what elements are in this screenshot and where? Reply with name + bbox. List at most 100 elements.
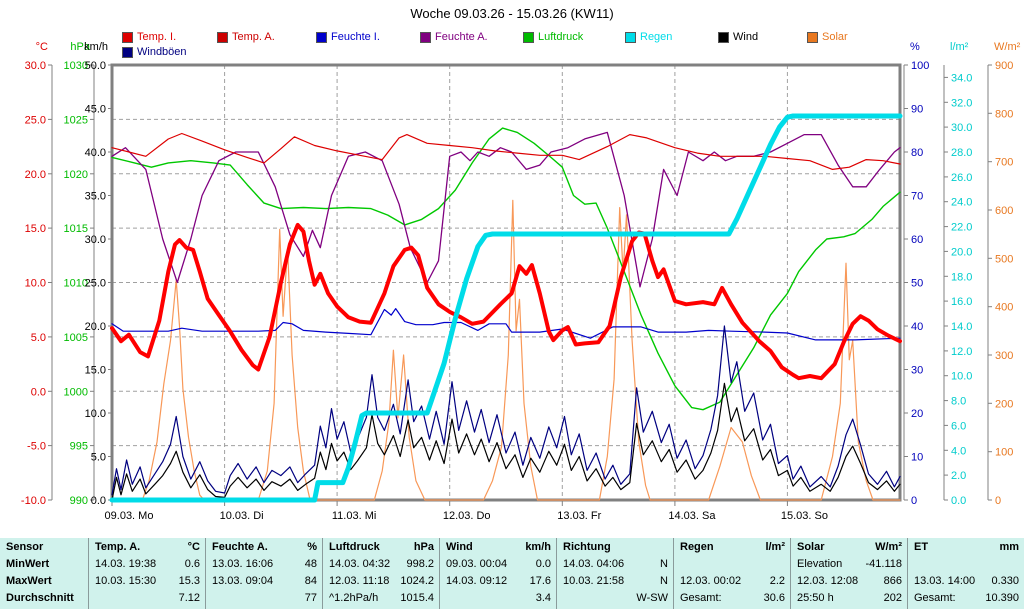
table-row: 14.03. 09:12 17.6 — [446, 573, 551, 590]
axis-title: °C — [36, 41, 48, 53]
x-axis-label: 12.03. Do — [443, 510, 491, 522]
axis-tick-label: 10 — [911, 452, 923, 464]
x-axis-label: 09.03. Mo — [105, 510, 154, 522]
legend-swatch-icon — [807, 31, 818, 43]
axis-tick-label: 6.0 — [951, 420, 966, 432]
page-title: Woche 09.03.26 - 15.03.26 (KW11) — [410, 6, 614, 21]
cell-label: Gesamt: — [914, 592, 956, 604]
cell-label: 12.03. 11:18 — [329, 575, 390, 587]
axis-tick-label: 0.0 — [91, 495, 106, 507]
axis-tick-label: 200 — [995, 398, 1013, 410]
axis-tick-label: -5.0 — [27, 441, 46, 453]
axis-title: l/m² — [950, 41, 969, 53]
axis-tick-label: 1000 — [64, 386, 88, 398]
axis-title: % — [910, 41, 920, 53]
axis-tick-label: 20.0 — [85, 321, 106, 333]
cell-label: 10.03. 15:30 — [95, 575, 157, 587]
table-row: 10.03. 21:58 N — [563, 573, 668, 590]
legend-item-5: Regen — [625, 31, 672, 43]
column-header: Regen l/m² — [680, 539, 785, 556]
column-header: Solar W/m² — [797, 539, 902, 556]
sensor-name: Feuchte A. — [212, 541, 268, 553]
axis-title: hPa — [70, 41, 90, 53]
axis-tick-label: 24.0 — [951, 197, 972, 209]
plot-frame — [110, 63, 902, 502]
axis-tick-label: 18.0 — [951, 271, 972, 283]
legend-label: Luftdruck — [538, 31, 584, 43]
axis-tick-label: 10.0 — [85, 408, 106, 420]
table-row: 12.03. 12:08 866 — [797, 573, 902, 590]
row-header-sensor: Sensor — [6, 541, 44, 553]
legend-item-row2-0: Windböen — [122, 46, 187, 58]
legend-swatch-icon — [625, 31, 636, 43]
table-row-header-column: Sensor MinWert MaxWert Durchschnitt — [0, 538, 88, 609]
axis-tick-label: 8.0 — [951, 396, 966, 408]
table-column-regen: Regen l/m² 12.03. 00:02 2.2 Gesamt: 30.6 — [673, 538, 790, 609]
column-header: Feuchte A.% — [212, 539, 317, 556]
axis-tick-label: 30.0 — [85, 234, 106, 246]
axis-tick-label: -10.0 — [21, 495, 46, 507]
sensor-unit: l/m² — [765, 541, 785, 553]
sensor-name: Solar — [797, 541, 825, 553]
table-row: 10.03. 15:30 15.3 — [95, 573, 200, 590]
axis-tick-label: 1025 — [64, 114, 88, 126]
axis-tick-label: 1005 — [64, 332, 88, 344]
sensor-name: Regen — [680, 541, 714, 553]
axis-tick-label: 40.0 — [85, 147, 106, 159]
table-row: 77 — [212, 590, 317, 607]
cell-label: 10.03. 21:58 — [563, 575, 625, 587]
legend-label: Solar — [822, 31, 848, 43]
table-column-luftdruck: Luftdruck hPa 14.03. 04:32 998.2 12.03. 11:1… — [322, 538, 439, 609]
axis-tick-label: 25.0 — [85, 278, 106, 290]
sensor-name: Richtung — [563, 541, 611, 553]
axis-tick-label: 15.0 — [25, 223, 46, 235]
table-row: Gesamt: 30.6 — [680, 590, 785, 607]
table-column-wind: Wind km/h 09.03. 00:04 0.0 14.03. 09:12 17.6 3… — [439, 538, 556, 609]
axis-tick-label: 5.0 — [31, 332, 46, 344]
table-row: 14.03. 04:06 N — [563, 556, 668, 573]
axis-tick-label: 600 — [995, 205, 1013, 217]
table-row: 13.03. 09:04 84 — [212, 573, 317, 590]
axis-tick-label: 0 — [911, 495, 917, 507]
axis-tick-label: 0.0 — [31, 386, 46, 398]
table-row: 7.12 — [95, 590, 200, 607]
axis-title: km/h — [84, 41, 108, 53]
axis-tick-label: 2.0 — [951, 470, 966, 482]
axis-tick-label: 32.0 — [951, 97, 972, 109]
axis-tick-label: 40 — [911, 321, 923, 333]
axis-tick-label: 30.0 — [25, 60, 46, 72]
axis-tick-label: 800 — [995, 108, 1013, 120]
axis-tick-label: 0.0 — [951, 495, 966, 507]
cell-label: ^1.2hPa/h — [329, 592, 379, 604]
row-header-durchschnitt: Durchschnitt — [6, 592, 74, 604]
cell-value: 7.12 — [178, 592, 200, 604]
cell-label: 14.03. 04:32 — [329, 558, 391, 570]
cell-label: 14.03. 04:06 — [563, 558, 625, 570]
cell-value: 1015.4 — [400, 592, 434, 604]
axis-tick-label: 900 — [995, 60, 1013, 72]
table-row: W-SW — [563, 590, 668, 607]
axis-tick-label: 30.0 — [951, 122, 972, 134]
legend-swatch-icon — [122, 31, 133, 43]
axis-tick-label: 70 — [911, 191, 923, 203]
cell-value: 84 — [304, 575, 317, 587]
series-temp-i — [111, 132, 901, 170]
cell-value: N — [660, 558, 668, 570]
cell-value: 0.330 — [991, 575, 1019, 587]
axis-tick-label: 10.0 — [25, 278, 46, 290]
cell-value: -41.118 — [865, 558, 903, 570]
legend-label: Regen — [640, 31, 673, 43]
axis-tick-label: 60 — [911, 234, 923, 246]
legend-item-7: Solar — [807, 31, 848, 43]
column-header: Luftdruck hPa — [329, 539, 434, 556]
table-row: 12.03. 11:18 1024.2 — [329, 573, 434, 590]
sensor-unit: °C — [187, 541, 200, 553]
table-row: Elevation -41.118 — [797, 556, 902, 573]
cell-label: 13.03. 16:06 — [212, 558, 274, 570]
axis-tick-label: 80 — [911, 147, 923, 159]
axis-tick-label: 50 — [911, 278, 923, 290]
cell-label: 09.03. 00:04 — [446, 558, 508, 570]
axis-tick-label: 1030 — [64, 60, 88, 72]
legend-label: Wind — [733, 31, 759, 43]
